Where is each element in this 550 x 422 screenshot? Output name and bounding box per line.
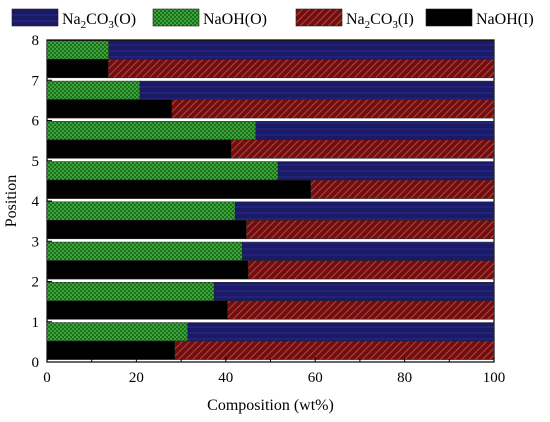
y-axis-ticks: 0 1 2 3 4 5 6 7 8 (32, 33, 52, 371)
bar-naoho-pos-7 (46, 80, 141, 100)
legend-label: NaOH(I) (476, 11, 534, 28)
y-axis-title: Position (3, 175, 20, 227)
y-tick-label: 2 (32, 275, 40, 291)
bar-na2co3o-pos-2 (213, 282, 495, 302)
bar-naohi-pos-8 (46, 59, 109, 79)
x-tick-label: 100 (483, 370, 506, 386)
x-tick-label: 40 (218, 370, 233, 386)
x-tick-label: 60 (308, 370, 323, 386)
bar-na2co3i-pos-2 (227, 300, 495, 320)
bar-naoho-pos-2 (46, 282, 215, 302)
chart-legend: Na2CO3(O) NaOH(O) Na2CO3(I) NaOH(I) (11, 8, 534, 31)
x-axis-title: Composition (wt%) (207, 397, 334, 414)
y-tick-label: 1 (32, 315, 40, 331)
bar-group (46, 40, 495, 360)
y-tick-label: 7 (32, 73, 40, 89)
bar-naohi-pos-5 (46, 179, 311, 199)
bar-naohi-pos-7 (46, 99, 172, 119)
bar-na2co3o-pos-8 (108, 40, 495, 60)
bar-naohi-pos-3 (46, 260, 249, 280)
bar-na2co3o-pos-5 (277, 161, 495, 181)
bar-naoho-pos-8 (46, 40, 109, 60)
bar-na2co3o-pos-7 (139, 80, 495, 100)
x-axis-ticks: 0 20 40 60 80 100 (43, 357, 505, 386)
bar-na2co3i-pos-6 (230, 139, 495, 159)
bar-na2co3i-pos-4 (246, 220, 495, 240)
bar-na2co3i-pos-8 (107, 59, 495, 79)
legend-swatch (425, 8, 473, 27)
legend-swatch (11, 8, 59, 27)
bar-naoho-pos-3 (46, 241, 243, 261)
legend-swatch (152, 8, 200, 27)
legend-swatch (295, 8, 343, 27)
bar-naoho-pos-1 (46, 322, 189, 342)
bar-naohi-pos-2 (46, 300, 228, 320)
y-tick-label: 5 (32, 154, 40, 170)
legend-label: Na2CO3(I) (346, 11, 414, 31)
y-tick-label: 6 (32, 114, 40, 130)
bar-naohi-pos-1 (46, 340, 176, 360)
y-tick-label: 3 (32, 234, 40, 250)
bar-na2co3i-pos-7 (171, 99, 495, 119)
y-tick-label: 4 (32, 194, 40, 210)
bar-na2co3i-pos-3 (247, 260, 495, 280)
bar-naohi-pos-6 (46, 139, 232, 159)
bar-naoho-pos-5 (46, 161, 279, 181)
legend-label: Na2CO3(O) (62, 11, 136, 31)
bar-naohi-pos-4 (46, 220, 247, 240)
bar-na2co3i-pos-5 (310, 179, 495, 199)
bar-naoho-pos-6 (46, 121, 256, 141)
y-tick-label: 0 (32, 355, 40, 371)
legend-label: NaOH(O) (203, 11, 267, 28)
y-tick-label: 8 (32, 33, 40, 49)
bar-na2co3i-pos-1 (174, 340, 495, 360)
bar-naoho-pos-4 (46, 201, 236, 221)
x-tick-label: 0 (43, 370, 51, 386)
x-tick-label: 20 (129, 370, 144, 386)
bar-na2co3o-pos-1 (187, 322, 495, 342)
bar-na2co3o-pos-3 (242, 241, 495, 261)
bar-na2co3o-pos-6 (255, 121, 495, 141)
bar-na2co3o-pos-4 (234, 201, 495, 221)
x-tick-label: 80 (397, 370, 412, 386)
